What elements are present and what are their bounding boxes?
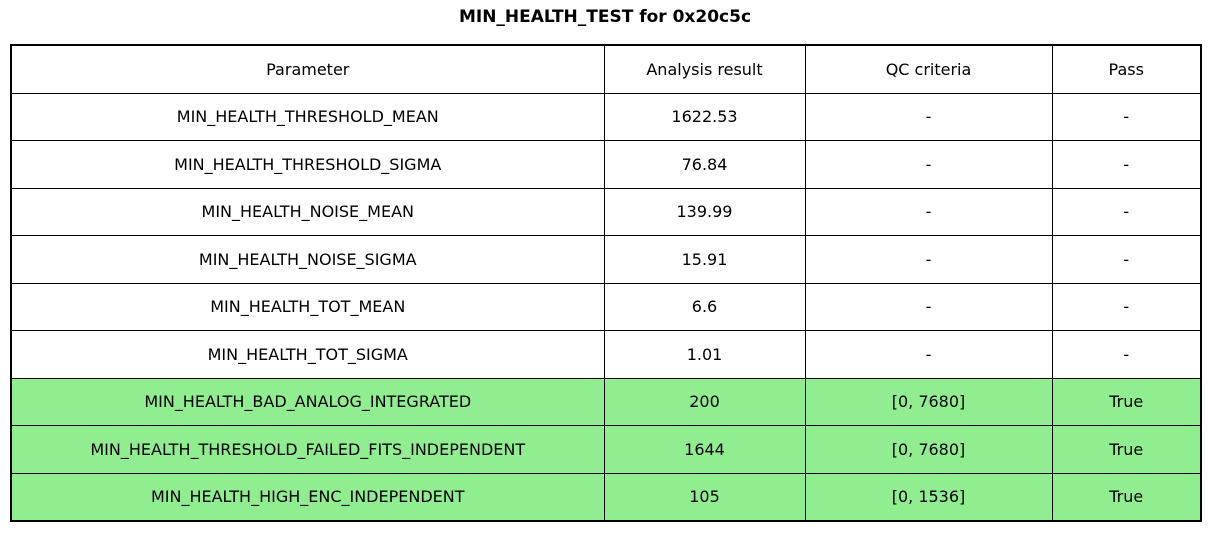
cell-analysis-result: 139.99 bbox=[603, 187, 806, 236]
cell-pass: - bbox=[1051, 92, 1202, 141]
cell-parameter: MIN_HEALTH_NOISE_SIGMA bbox=[10, 235, 605, 284]
cell-qc-criteria: [0, 7680] bbox=[804, 425, 1053, 474]
cell-pass: True bbox=[1051, 377, 1202, 426]
cell-analysis-result: 1622.53 bbox=[603, 92, 806, 141]
cell-pass: - bbox=[1051, 330, 1202, 379]
page-title: MIN_HEALTH_TEST for 0x20c5c bbox=[458, 7, 752, 27]
table-row: MIN_HEALTH_TOT_MEAN 6.6 - - bbox=[10, 282, 1202, 331]
table-row-pass: MIN_HEALTH_THRESHOLD_FAILED_FITS_INDEPEN… bbox=[10, 425, 1202, 474]
cell-parameter: MIN_HEALTH_THRESHOLD_SIGMA bbox=[10, 140, 605, 189]
cell-qc-criteria: - bbox=[804, 235, 1053, 284]
cell-qc-criteria: - bbox=[804, 92, 1053, 141]
min-health-test-table: Parameter Analysis result QC criteria Pa… bbox=[10, 44, 1202, 522]
cell-parameter: MIN_HEALTH_NOISE_MEAN bbox=[10, 187, 605, 236]
table-row: MIN_HEALTH_NOISE_MEAN 139.99 - - bbox=[10, 187, 1202, 236]
cell-qc-criteria: - bbox=[804, 330, 1053, 379]
cell-pass: True bbox=[1051, 472, 1202, 522]
table-row: MIN_HEALTH_THRESHOLD_MEAN 1622.53 - - bbox=[10, 92, 1202, 141]
cell-analysis-result: 1.01 bbox=[603, 330, 806, 379]
cell-pass: - bbox=[1051, 140, 1202, 189]
table-row-pass: MIN_HEALTH_HIGH_ENC_INDEPENDENT 105 [0, … bbox=[10, 472, 1202, 522]
cell-pass: - bbox=[1051, 235, 1202, 284]
cell-parameter: MIN_HEALTH_BAD_ANALOG_INTEGRATED bbox=[10, 377, 605, 426]
cell-analysis-result: 1644 bbox=[603, 425, 806, 474]
table-row: MIN_HEALTH_TOT_SIGMA 1.01 - - bbox=[10, 330, 1202, 379]
cell-qc-criteria: - bbox=[804, 282, 1053, 331]
cell-parameter: MIN_HEALTH_THRESHOLD_FAILED_FITS_INDEPEN… bbox=[10, 425, 605, 474]
cell-parameter: MIN_HEALTH_HIGH_ENC_INDEPENDENT bbox=[10, 472, 605, 522]
header-parameter: Parameter bbox=[10, 44, 605, 94]
table-row-pass: MIN_HEALTH_BAD_ANALOG_INTEGRATED 200 [0,… bbox=[10, 377, 1202, 426]
header-qc-criteria: QC criteria bbox=[804, 44, 1053, 94]
cell-analysis-result: 200 bbox=[603, 377, 806, 426]
cell-parameter: MIN_HEALTH_TOT_SIGMA bbox=[10, 330, 605, 379]
cell-qc-criteria: - bbox=[804, 187, 1053, 236]
cell-parameter: MIN_HEALTH_THRESHOLD_MEAN bbox=[10, 92, 605, 141]
cell-analysis-result: 76.84 bbox=[603, 140, 806, 189]
cell-pass: - bbox=[1051, 282, 1202, 331]
cell-qc-criteria: [0, 1536] bbox=[804, 472, 1053, 522]
cell-analysis-result: 105 bbox=[603, 472, 806, 522]
cell-analysis-result: 6.6 bbox=[603, 282, 806, 331]
cell-qc-criteria: - bbox=[804, 140, 1053, 189]
cell-pass: True bbox=[1051, 425, 1202, 474]
table-row: MIN_HEALTH_NOISE_SIGMA 15.91 - - bbox=[10, 235, 1202, 284]
header-pass: Pass bbox=[1051, 44, 1202, 94]
cell-qc-criteria: [0, 7680] bbox=[804, 377, 1053, 426]
cell-pass: - bbox=[1051, 187, 1202, 236]
table-row: MIN_HEALTH_THRESHOLD_SIGMA 76.84 - - bbox=[10, 140, 1202, 189]
cell-analysis-result: 15.91 bbox=[603, 235, 806, 284]
cell-parameter: MIN_HEALTH_TOT_MEAN bbox=[10, 282, 605, 331]
header-analysis-result: Analysis result bbox=[603, 44, 806, 94]
header-row: Parameter Analysis result QC criteria Pa… bbox=[10, 44, 1202, 94]
